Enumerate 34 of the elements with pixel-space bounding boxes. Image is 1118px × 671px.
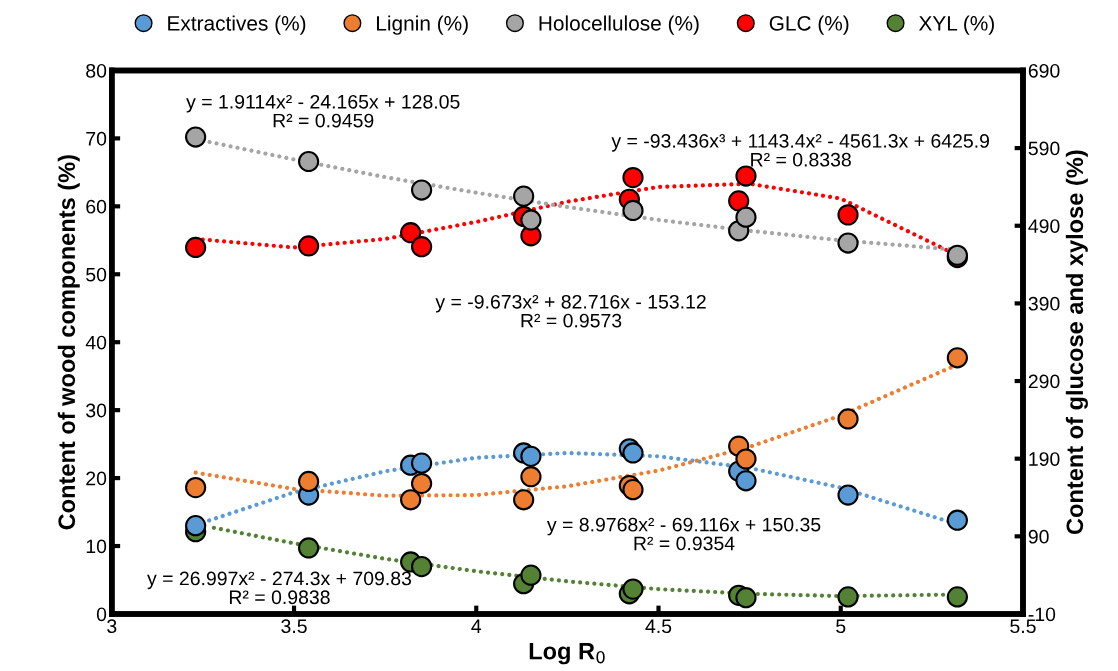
y2-tick-label: 290 [1028, 374, 1060, 389]
y-tick-label: 50 [86, 267, 107, 282]
y2-tick-label: 590 [1028, 141, 1060, 156]
annotation: y = -9.673x² + 82.716x - 153.12 R² = 0.9573 [435, 294, 706, 328]
y2-axis-title: Content of glucose and xylose (%) [1065, 150, 1088, 535]
legend-label: Holocellulose (%) [539, 15, 699, 35]
y-tick-label: 80 [86, 63, 107, 78]
x-tick-label: 4 [471, 619, 482, 633]
legend-label: Extractives (%) [168, 15, 306, 35]
y2-tick-label: 190 [1029, 452, 1060, 466]
x-axis-title: Log R$_{0}$ [529, 643, 605, 665]
legend-label: GLC (%) [769, 15, 849, 35]
annotation: y = 8.9768x² - 69.116x + 150.35 R² = 0.9354 [546, 517, 821, 551]
y-tick-label: 40 [85, 335, 107, 350]
y-axis-title: Content of wood components (%) [57, 155, 80, 530]
y-tick-label: 20 [86, 471, 107, 486]
y2-tick-label: 490 [1028, 219, 1060, 233]
y2-tick-label: 690 [1028, 63, 1060, 78]
legend-label: Lignin (%) [377, 15, 468, 35]
legend-label: XYL (%) [918, 15, 994, 35]
y2-tick-label: 390 [1028, 296, 1060, 311]
annotation: y = 1.9114x² - 24.165x + 128.05 R² = 0.9459 [186, 94, 460, 128]
y-tick-label: 0 [96, 607, 107, 622]
y-tick-label: 30 [86, 403, 107, 418]
y-tick-label: 70 [86, 131, 107, 146]
annotation: y = 26.997x² - 274.3x + 709.83 R² = 0.9838 [147, 571, 412, 605]
x-tick-label: 3.5 [281, 619, 307, 634]
y-tick-label: 10 [86, 539, 107, 554]
annotation: y = -93.436x³ + 1143.4x² - 4561.3x + 6425.9 R² = 0.8338 [611, 134, 989, 167]
x-tick-label: 3 [107, 619, 117, 634]
y-tick-label: 60 [86, 199, 107, 214]
x-tick-label: 5 [836, 619, 846, 634]
y2-tick-label: 90 [1028, 529, 1049, 544]
x-tick-label: 4.5 [645, 619, 672, 634]
